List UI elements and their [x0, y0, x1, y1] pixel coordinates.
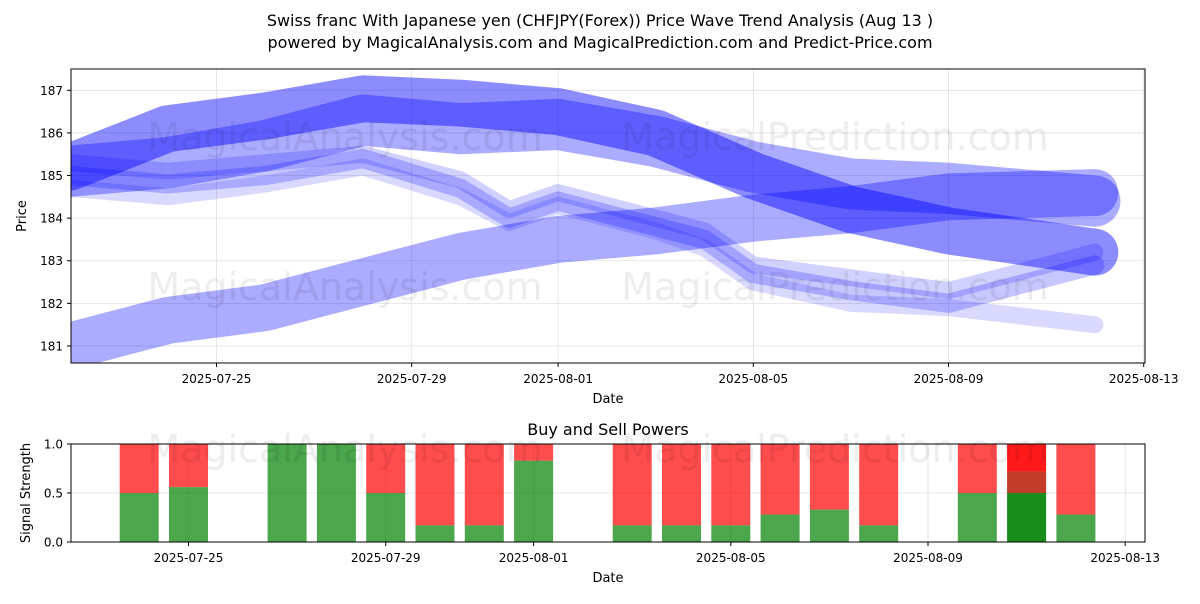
watermark-text: MagicalPrediction.com — [621, 427, 1049, 471]
sell-power-bar — [366, 444, 406, 493]
sell-power-bar — [464, 444, 504, 526]
price-x-tick-label: 2025-07-29 — [377, 372, 447, 386]
buy-power-bar — [1056, 514, 1096, 542]
price-x-tick-label: 2025-08-09 — [914, 372, 984, 386]
signal-x-tick-label: 2025-07-29 — [351, 551, 421, 565]
price-y-tick-label: 186 — [40, 126, 63, 140]
signal-y-tick-label: 0.5 — [44, 487, 63, 501]
watermark-text: MagicalAnalysis.com — [147, 115, 542, 159]
buy-power-bar — [464, 525, 504, 542]
price-wave-band — [71, 158, 1104, 334]
price-x-tick-label: 2025-08-05 — [718, 372, 788, 386]
signal-watermarks: MagicalAnalysis.com MagicalPrediction.com — [147, 427, 1048, 471]
buy-power-bar — [809, 509, 849, 542]
buy-power-bar — [711, 525, 751, 542]
price-wave-band — [71, 94, 1121, 227]
chart-title-line1: Swiss franc With Japanese yen (CHFJPY(Fo… — [267, 11, 933, 30]
price-y-tick-label: 184 — [40, 212, 63, 226]
buy-power-bar — [415, 525, 455, 542]
price-y-tick-label: 183 — [40, 254, 63, 268]
signal-chart-title: Buy and Sell Powers — [527, 420, 689, 439]
price-y-tick-label: 181 — [40, 339, 63, 353]
signal-x-tick-label: 2025-08-05 — [696, 551, 766, 565]
sell-power-bar — [760, 444, 800, 515]
signal-x-tick-label: 2025-08-09 — [893, 551, 963, 565]
sell-power-bar — [711, 444, 751, 526]
sell-strong-bar — [1007, 444, 1047, 472]
signal-y-tick-label: 1.0 — [44, 438, 63, 452]
signal-y-axis-label: Signal Strength — [19, 443, 34, 543]
price-y-ticks: 181 182 183 184 185 186 187 — [40, 84, 71, 353]
signal-y-tick-label: 0.0 — [44, 536, 63, 550]
price-wave-band — [71, 75, 1119, 276]
price-x-tick-label: 2025-07-25 — [182, 372, 252, 386]
price-y-tick-label: 182 — [40, 297, 63, 311]
sell-power-bar — [809, 444, 849, 510]
signal-x-axis-label: Date — [592, 571, 623, 586]
sell-power-bar — [662, 444, 701, 526]
buy-power-bar — [957, 493, 997, 542]
signal-x-ticks: 2025-07-25 2025-07-29 2025-08-01 2025-08-05… — [154, 542, 1160, 565]
signal-y-ticks: 0.0 0.5 1.0 — [44, 438, 71, 550]
price-x-ticks: 2025-07-25 2025-07-29 2025-08-01 2025-08-05… — [182, 363, 1179, 386]
watermark-text: MagicalPrediction.com — [621, 265, 1049, 309]
watermark-text: MagicalAnalysis.com — [147, 427, 542, 471]
signal-x-tick-label: 2025-07-25 — [154, 551, 224, 565]
sell-power-bar — [957, 444, 997, 493]
buy-power-bar — [169, 487, 208, 542]
price-wave-band — [71, 169, 1119, 363]
price-y-tick-label: 187 — [40, 84, 63, 98]
price-y-axis-label: Price — [15, 200, 30, 232]
signal-bars — [119, 444, 1096, 542]
price-watermarks: MagicalAnalysis.com MagicalPrediction.com… — [147, 115, 1048, 309]
sell-power-bar — [119, 444, 159, 493]
buy-power-bar — [119, 493, 159, 542]
price-wave-band — [71, 145, 1104, 300]
sell-power-bar — [1056, 444, 1096, 515]
price-x-axis-label: Date — [592, 392, 623, 407]
watermark-text: MagicalPrediction.com — [621, 115, 1049, 159]
sell-power-bar — [169, 444, 208, 488]
sell-power-bar — [514, 444, 554, 461]
chart-title-line2: powered by MagicalAnalysis.com and Magic… — [267, 33, 932, 52]
buy-power-bar — [612, 525, 652, 542]
price-wave-band — [71, 148, 1105, 313]
buy-power-bar — [859, 525, 899, 542]
sell-power-bar — [859, 444, 899, 526]
price-waves — [71, 75, 1121, 363]
buy-power-bar — [316, 444, 356, 542]
buy-power-bar — [267, 444, 307, 542]
buy-power-bar — [662, 525, 701, 542]
buy-power-bar — [760, 514, 800, 542]
price-grid — [71, 69, 1145, 363]
watermark-text: MagicalAnalysis.com — [147, 265, 542, 309]
price-x-tick-label: 2025-08-13 — [1109, 372, 1179, 386]
sell-power-bar — [415, 444, 455, 526]
buy-power-bar — [366, 493, 406, 542]
sell-power-bar — [612, 444, 652, 526]
price-plot-frame — [70, 68, 1146, 364]
buy-power-bar — [514, 460, 554, 542]
price-x-tick-label: 2025-08-01 — [523, 372, 593, 386]
price-y-tick-label: 185 — [40, 169, 63, 183]
sell-mid-bar — [1007, 471, 1047, 493]
buy-strong-bar — [1007, 493, 1047, 542]
signal-x-tick-label: 2025-08-01 — [499, 551, 569, 565]
signal-x-tick-label: 2025-08-13 — [1090, 551, 1160, 565]
